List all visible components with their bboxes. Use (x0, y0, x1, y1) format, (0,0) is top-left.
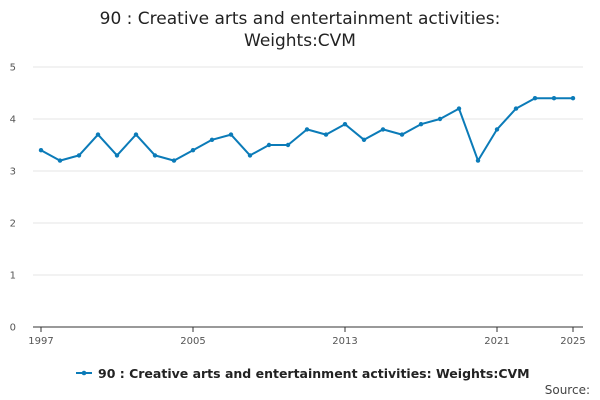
data-point[interactable] (266, 142, 272, 148)
data-point[interactable] (380, 127, 386, 132)
data-point[interactable] (209, 137, 215, 142)
data-point[interactable] (342, 122, 348, 127)
gridlines (33, 66, 583, 276)
y-axis-ticks: 0 1 2 3 4 5 (10, 63, 16, 334)
data-point[interactable] (304, 127, 310, 132)
chart-title-line-2: Weights:CVM (244, 31, 356, 51)
series-group (38, 96, 576, 163)
x-tick-label: 2025 (560, 336, 585, 347)
legend-label: 90 : Creative arts and entertainment act… (98, 366, 530, 381)
data-point[interactable] (152, 153, 158, 158)
data-point[interactable] (171, 158, 177, 163)
data-point[interactable] (418, 122, 424, 127)
data-point[interactable] (551, 96, 557, 101)
data-point[interactable] (532, 96, 538, 101)
data-point[interactable] (285, 142, 291, 148)
y-tick-label: 5 (10, 63, 16, 74)
data-point[interactable] (133, 132, 139, 137)
data-point[interactable] (57, 158, 63, 163)
y-tick-label: 1 (10, 271, 16, 282)
y-tick-label: 0 (10, 323, 16, 334)
x-tick-label: 2013 (332, 336, 357, 347)
y-tick-label: 3 (10, 167, 16, 178)
source-label: Source: (545, 383, 590, 397)
legend[interactable]: 90 : Creative arts and entertainment act… (76, 366, 530, 381)
data-point[interactable] (76, 153, 82, 158)
data-point[interactable] (228, 132, 234, 137)
x-axis-ticks: 1997 2005 2013 2021 2025 (28, 327, 586, 347)
data-point[interactable] (494, 127, 500, 132)
x-tick-label: 2005 (180, 336, 205, 347)
data-point[interactable] (38, 148, 44, 153)
data-point[interactable] (190, 148, 196, 153)
data-point[interactable] (95, 132, 101, 137)
data-point[interactable] (361, 137, 367, 142)
y-tick-label: 4 (10, 115, 16, 126)
chart-title-line-1: 90 : Creative arts and entertainment act… (100, 9, 501, 29)
data-point[interactable] (456, 106, 462, 111)
x-tick-label: 1997 (28, 336, 53, 347)
data-point[interactable] (475, 158, 481, 163)
data-point[interactable] (323, 132, 329, 137)
data-point[interactable] (247, 153, 253, 158)
x-tick-label: 2021 (484, 336, 509, 347)
data-point[interactable] (399, 132, 405, 137)
data-point[interactable] (114, 153, 120, 158)
data-point[interactable] (570, 96, 576, 101)
data-point[interactable] (437, 116, 443, 122)
y-tick-label: 2 (10, 219, 16, 230)
legend-dot-marker (81, 370, 87, 376)
data-point[interactable] (513, 106, 519, 111)
